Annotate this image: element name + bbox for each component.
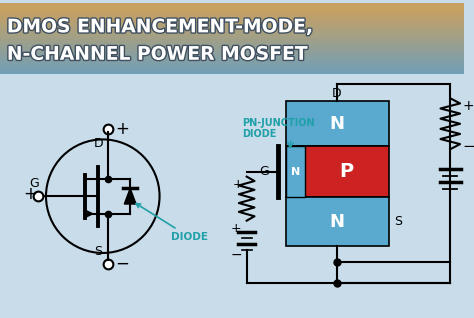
Bar	[0, 4, 464, 5]
Bar	[0, 70, 464, 71]
Text: DIODE: DIODE	[242, 128, 276, 139]
Text: −: −	[231, 248, 243, 262]
Bar	[286, 197, 389, 246]
Bar	[0, 24, 464, 25]
Text: N: N	[329, 115, 344, 133]
Text: D: D	[332, 87, 342, 100]
Bar	[0, 51, 464, 52]
Text: DIODE: DIODE	[136, 204, 208, 242]
Bar	[0, 20, 464, 21]
Bar	[0, 39, 464, 41]
Bar	[0, 3, 464, 4]
Bar	[0, 55, 464, 56]
Bar	[0, 6, 464, 7]
Bar	[0, 15, 464, 16]
Polygon shape	[124, 188, 136, 204]
Bar	[0, 65, 464, 66]
Bar	[0, 8, 464, 9]
Bar	[0, 50, 464, 51]
Bar	[0, 31, 464, 32]
Bar	[0, 34, 464, 35]
Bar	[0, 64, 464, 65]
Text: S: S	[94, 245, 102, 258]
Bar	[0, 30, 464, 31]
Text: G: G	[259, 165, 269, 178]
Bar	[0, 13, 464, 14]
Bar	[0, 14, 464, 15]
Bar	[0, 27, 464, 28]
Bar	[0, 63, 464, 64]
Bar	[0, 16, 464, 17]
Bar	[0, 37, 464, 38]
Bar	[286, 146, 389, 197]
Bar	[0, 26, 464, 27]
Bar	[0, 18, 464, 19]
Text: N: N	[329, 213, 344, 231]
Bar	[0, 54, 464, 55]
Bar	[0, 29, 464, 30]
Text: N: N	[291, 167, 300, 177]
Bar	[0, 68, 464, 69]
Bar	[0, 66, 464, 67]
Text: +: +	[24, 185, 37, 203]
Text: +: +	[233, 178, 244, 191]
Bar	[0, 62, 464, 63]
Text: N-CHANNEL POWER MOSFET: N-CHANNEL POWER MOSFET	[7, 45, 308, 64]
Bar	[0, 7, 464, 8]
Text: PN-JUNCTION: PN-JUNCTION	[242, 118, 314, 128]
Text: −: −	[462, 139, 474, 154]
Bar	[0, 19, 464, 20]
Bar	[0, 23, 464, 24]
Bar	[0, 69, 464, 70]
Bar	[0, 22, 464, 23]
Bar	[0, 5, 464, 6]
Bar	[0, 46, 464, 47]
Bar	[0, 43, 464, 44]
Bar	[0, 58, 464, 59]
Bar	[0, 35, 464, 36]
Bar	[286, 146, 305, 197]
Bar	[0, 72, 464, 73]
Bar	[0, 36, 464, 37]
Bar	[0, 25, 464, 26]
Bar	[0, 52, 464, 53]
Bar	[0, 56, 464, 57]
Bar	[0, 9, 464, 10]
Bar	[0, 47, 464, 48]
Bar	[0, 11, 464, 12]
Bar	[0, 45, 464, 46]
Text: +: +	[462, 99, 474, 113]
Bar	[0, 73, 464, 74]
Bar	[0, 32, 464, 33]
Bar	[0, 71, 464, 72]
Bar	[0, 33, 464, 34]
Bar	[0, 57, 464, 58]
Bar	[286, 101, 389, 146]
Bar	[0, 12, 464, 13]
Bar	[0, 59, 464, 60]
Bar	[0, 42, 464, 43]
Bar	[0, 28, 464, 29]
Text: +: +	[116, 120, 129, 138]
Bar	[0, 44, 464, 45]
Text: S: S	[394, 215, 402, 228]
Bar	[0, 48, 464, 49]
Bar	[0, 38, 464, 39]
Bar	[0, 61, 464, 62]
Bar	[0, 10, 464, 11]
Bar	[0, 53, 464, 54]
Bar	[0, 17, 464, 18]
Text: DMOS ENHANCEMENT-MODE,: DMOS ENHANCEMENT-MODE,	[7, 17, 313, 36]
Bar	[0, 49, 464, 50]
Text: −: −	[116, 255, 129, 273]
Text: +: +	[231, 222, 242, 235]
Text: D: D	[94, 137, 104, 150]
Bar	[0, 67, 464, 68]
Text: G: G	[29, 177, 39, 190]
Bar	[0, 60, 464, 61]
Bar	[0, 21, 464, 22]
Bar	[0, 41, 464, 42]
Text: P: P	[339, 162, 354, 181]
